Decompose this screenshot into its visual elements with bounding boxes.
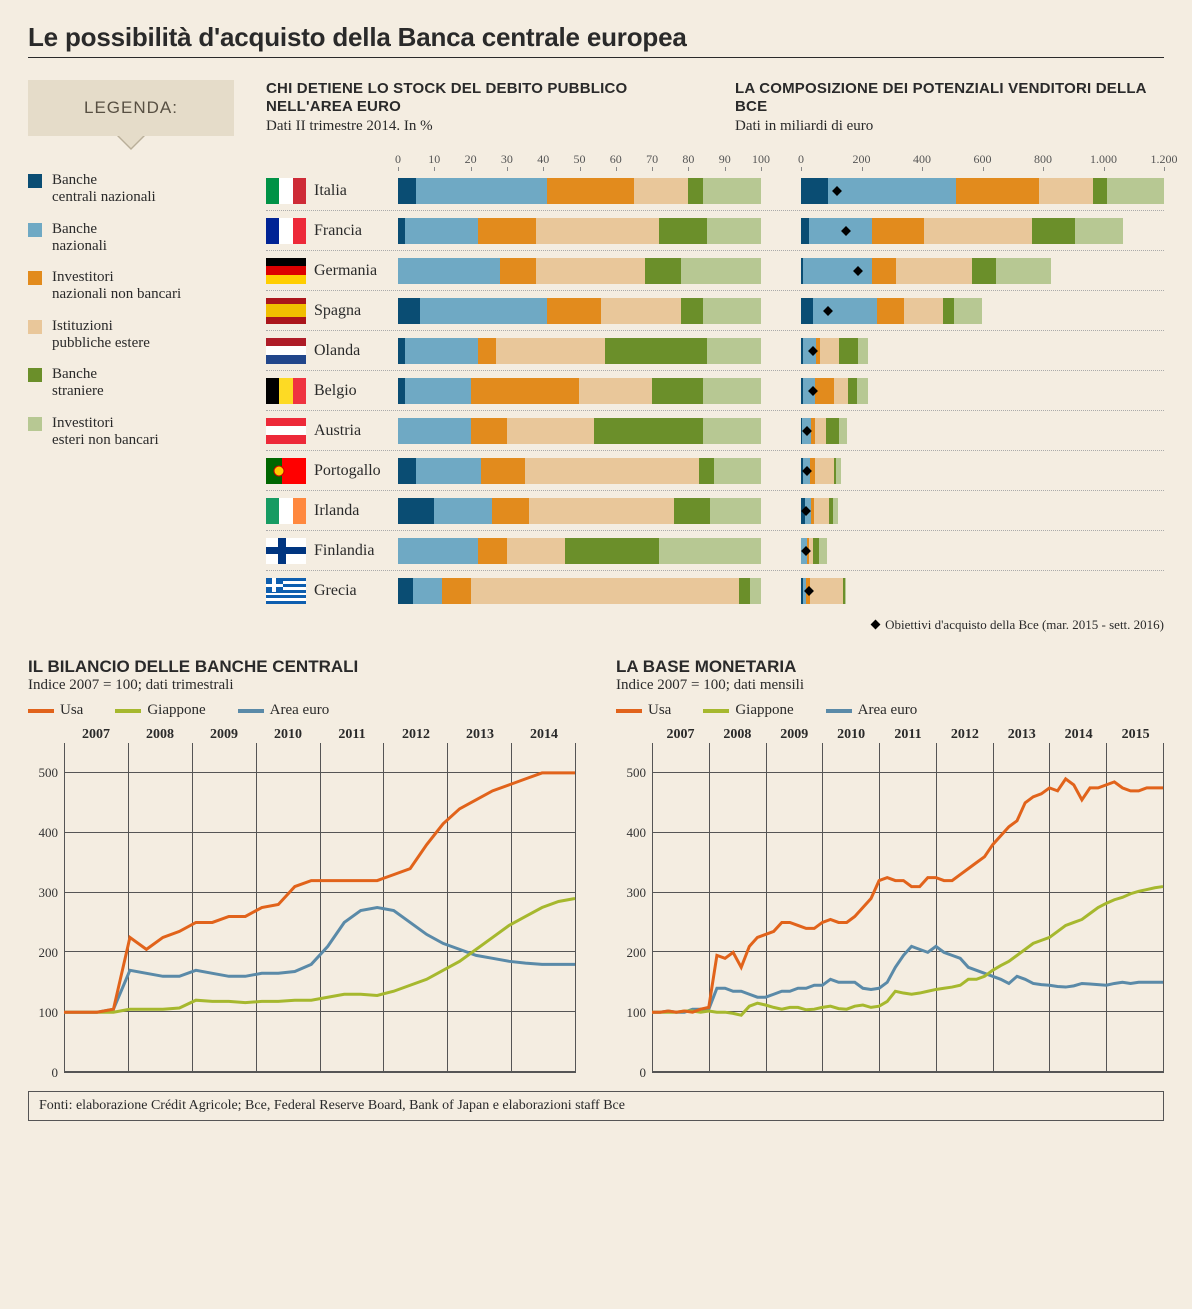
bottom-section: IL BILANCIO DELLE BANCHE CENTRALIIndice … [28, 657, 1164, 1073]
country-row: Olanda [266, 331, 1164, 371]
flag-icon [266, 578, 306, 604]
legend-swatch [28, 368, 42, 382]
flag-icon [266, 338, 306, 364]
country-row: Portogallo [266, 451, 1164, 491]
country-label: Germania [306, 262, 398, 280]
legend-item: Banche straniere [28, 366, 234, 401]
legend-label: Banche centrali nazionali [52, 172, 156, 207]
chart-right-subtitle: Dati in miliardi di euro [735, 118, 1164, 135]
stacked-bar-percent [398, 458, 761, 484]
legend-item: Banche centrali nazionali [28, 172, 234, 207]
legend-swatch [28, 174, 42, 188]
diamond-icon [871, 620, 881, 630]
country-label: Portogallo [306, 462, 398, 480]
legend-label: Istituzioni pubbliche estere [52, 318, 150, 353]
stacked-bar-percent [398, 218, 761, 244]
stacked-bar-percent [398, 418, 761, 444]
stacked-bar-absolute [801, 258, 1164, 284]
flag-icon [266, 258, 306, 284]
flag-icon [266, 178, 306, 204]
chart-right-title: LA COMPOSIZIONE DEI POTENZIALI VENDITORI… [735, 80, 1164, 116]
line-chart-subtitle: Indice 2007 = 100; dati trimestrali [28, 677, 576, 694]
stacked-bar-absolute [801, 498, 1164, 524]
flag-icon [266, 418, 306, 444]
stacked-bar-percent [398, 178, 761, 204]
legend-item: Investitori esteri non bancari [28, 415, 234, 450]
country-row: Austria [266, 411, 1164, 451]
country-row: Grecia [266, 571, 1164, 611]
legend-swatch [28, 271, 42, 285]
line-chart-legend: UsaGiapponeArea euro [28, 702, 576, 719]
stacked-bar-percent [398, 538, 761, 564]
country-label: Olanda [306, 342, 398, 360]
legend-label: Investitori nazionali non bancari [52, 269, 181, 304]
legend-swatch [28, 223, 42, 237]
flag-icon [266, 378, 306, 404]
country-label: Italia [306, 182, 398, 200]
country-label: Spagna [306, 302, 398, 320]
country-label: Austria [306, 422, 398, 440]
top-section: LEGENDA: Banche centrali nazionali Banche… [28, 80, 1164, 633]
stacked-bar-absolute [801, 298, 1164, 324]
stacked-bar-absolute [801, 218, 1164, 244]
stacked-bar-absolute [801, 178, 1164, 204]
chart-left-subtitle: Dati II trimestre 2014. In % [266, 118, 695, 135]
flag-icon [266, 298, 306, 324]
line-chart-plot [652, 743, 1164, 1073]
stacked-bar-absolute [801, 458, 1164, 484]
country-label: Belgio [306, 382, 398, 400]
sources-footer: Fonti: elaborazione Crédit Agricole; Bce… [28, 1091, 1164, 1121]
legend-swatch [28, 417, 42, 431]
country-row: Irlanda [266, 491, 1164, 531]
line-chart-title: LA BASE MONETARIA [616, 657, 1164, 677]
legend-item: Banche nazionali [28, 221, 234, 256]
country-row: Italia [266, 171, 1164, 211]
bce-target-footnote: Obiettivi d'acquisto della Bce (mar. 201… [266, 617, 1164, 633]
country-label: Irlanda [306, 502, 398, 520]
stacked-bar-percent [398, 378, 761, 404]
flag-icon [266, 498, 306, 524]
stacked-bar-percent [398, 498, 761, 524]
stacked-bar-absolute [801, 338, 1164, 364]
legend-block: LEGENDA: Banche centrali nazionali Banche… [28, 80, 234, 633]
legend-label: Investitori esteri non bancari [52, 415, 159, 450]
line-chart-legend: UsaGiapponeArea euro [616, 702, 1164, 719]
stacked-bar-percent [398, 298, 761, 324]
stacked-bar-absolute [801, 378, 1164, 404]
stacked-bar-charts: CHI DETIENE LO STOCK DEL DEBITO PUBBLICO… [266, 80, 1164, 633]
line-chart-subtitle: Indice 2007 = 100; dati mensili [616, 677, 1164, 694]
country-label: Francia [306, 222, 398, 240]
page-title: Le possibilità d'acquisto della Banca ce… [28, 22, 1164, 58]
legend-swatch [28, 320, 42, 334]
line-chart-left: IL BILANCIO DELLE BANCHE CENTRALIIndice … [28, 657, 576, 1073]
legend-item: Istituzioni pubbliche estere [28, 318, 234, 353]
line-chart-title: IL BILANCIO DELLE BANCHE CENTRALI [28, 657, 576, 677]
country-row: Germania [266, 251, 1164, 291]
country-label: Grecia [306, 582, 398, 600]
stacked-bar-percent [398, 578, 761, 604]
flag-icon [266, 538, 306, 564]
legend-title: LEGENDA: [28, 80, 234, 136]
country-row: Belgio [266, 371, 1164, 411]
stacked-bar-absolute [801, 578, 1164, 604]
axis-row: 0102030405060708090100 02004006008001.00… [266, 145, 1164, 167]
country-row: Finlandia [266, 531, 1164, 571]
chart-left-title: CHI DETIENE LO STOCK DEL DEBITO PUBBLICO… [266, 80, 695, 116]
stacked-bar-percent [398, 258, 761, 284]
flag-icon [266, 218, 306, 244]
stacked-bar-absolute [801, 418, 1164, 444]
chart-left-header: CHI DETIENE LO STOCK DEL DEBITO PUBBLICO… [266, 80, 695, 135]
legend-label: Banche straniere [52, 366, 104, 401]
line-chart-right: LA BASE MONETARIAIndice 2007 = 100; dati… [616, 657, 1164, 1073]
legend-label: Banche nazionali [52, 221, 107, 256]
country-row: Francia [266, 211, 1164, 251]
stacked-bar-percent [398, 338, 761, 364]
chart-right-header: LA COMPOSIZIONE DEI POTENZIALI VENDITORI… [735, 80, 1164, 135]
flag-icon [266, 458, 306, 484]
line-chart-plot [64, 743, 576, 1073]
legend-item: Investitori nazionali non bancari [28, 269, 234, 304]
country-label: Finlandia [306, 542, 398, 560]
stacked-bar-absolute [801, 538, 1164, 564]
country-row: Spagna [266, 291, 1164, 331]
